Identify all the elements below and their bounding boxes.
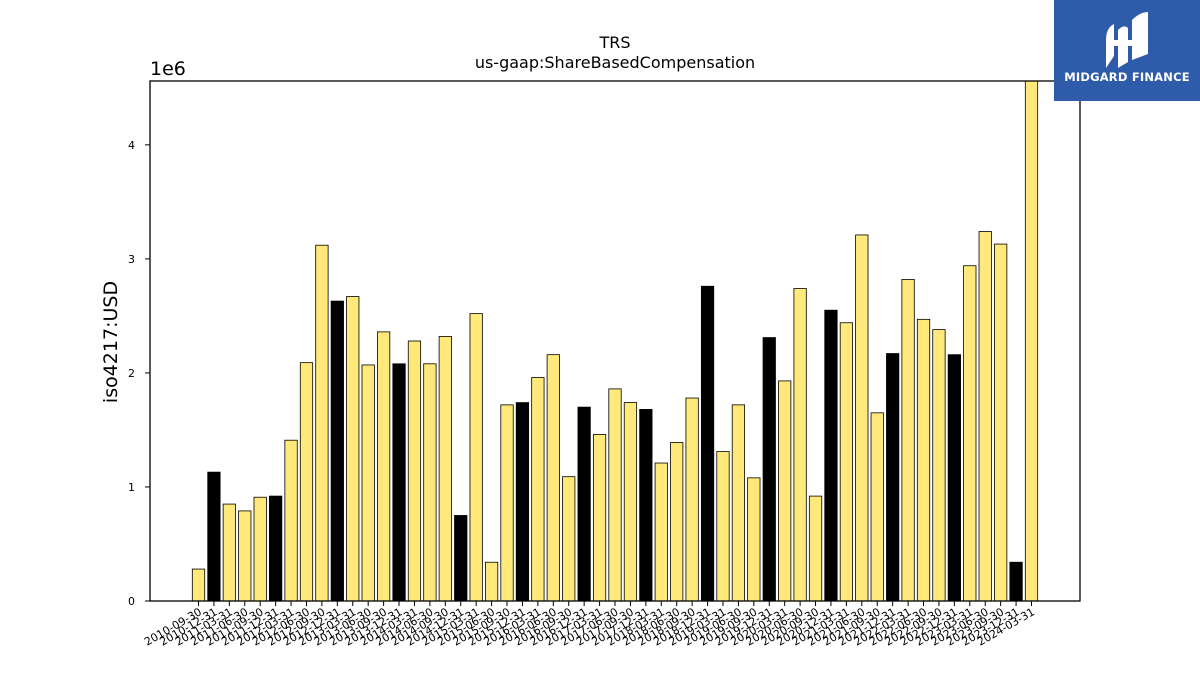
bar-2013-12-31 bbox=[392, 363, 406, 602]
bar-2019-03-31 bbox=[716, 451, 730, 602]
bar-2019-06-30 bbox=[731, 404, 746, 602]
bar-2010-09-30 bbox=[191, 568, 206, 602]
bar-2013-09-30 bbox=[377, 331, 391, 602]
bar-2020-03-31 bbox=[778, 380, 792, 602]
bar-2014-03-31 bbox=[407, 340, 422, 602]
bar-2023-03-31 bbox=[963, 265, 977, 602]
bar-2018-03-31 bbox=[654, 462, 668, 602]
bar-2012-09-30 bbox=[315, 244, 329, 602]
bar-2014-06-30 bbox=[423, 363, 437, 602]
midgard-finance-logo: MIDGARD FINANCE bbox=[1054, 0, 1200, 101]
y-tick-label: 1 bbox=[128, 481, 135, 494]
bar-2022-09-30 bbox=[932, 329, 946, 602]
bar-2021-03-31 bbox=[839, 322, 853, 602]
bar-2021-12-31 bbox=[886, 353, 900, 602]
bar-2011-09-30 bbox=[253, 496, 267, 602]
y-tick-label: 3 bbox=[128, 253, 135, 266]
bar-2017-06-30 bbox=[608, 388, 622, 602]
bar-2014-09-30 bbox=[438, 336, 452, 602]
bar-2016-12-31 bbox=[577, 406, 591, 602]
bar-2015-12-31 bbox=[515, 402, 530, 602]
bar-2010-12-31 bbox=[207, 471, 221, 602]
y-axis-multiplier: 1e6 bbox=[150, 58, 186, 80]
bar-2019-12-31 bbox=[762, 337, 776, 602]
bar-2020-12-31 bbox=[824, 309, 838, 602]
bar-2024-03-31 bbox=[1024, 80, 1039, 602]
bar-2015-03-31 bbox=[469, 313, 483, 602]
bar-2018-12-31 bbox=[700, 285, 715, 602]
bar-2021-06-30 bbox=[855, 234, 869, 602]
y-tick-label: 4 bbox=[128, 139, 135, 152]
bar-2016-09-30 bbox=[562, 476, 576, 602]
bar-2023-12-31 bbox=[1009, 561, 1023, 602]
chart-subtitle: us-gaap:ShareBasedCompensation bbox=[475, 53, 755, 72]
bar-2022-12-31 bbox=[947, 354, 961, 602]
bar-2022-06-30 bbox=[916, 318, 931, 602]
bar-2021-09-30 bbox=[870, 412, 884, 602]
y-tick-label: 2 bbox=[128, 367, 135, 380]
bar-2016-06-30 bbox=[546, 354, 560, 602]
bar-2012-06-30 bbox=[299, 362, 314, 602]
plot-frame bbox=[149, 80, 1081, 602]
bar-2012-03-31 bbox=[284, 439, 298, 602]
midgard-logo-icon bbox=[1106, 12, 1148, 68]
bar-2018-09-30 bbox=[685, 397, 699, 602]
bar-2023-09-30 bbox=[994, 243, 1008, 602]
bar-2011-03-31 bbox=[222, 503, 236, 602]
bar-2014-12-31 bbox=[454, 515, 468, 602]
bar-2011-12-31 bbox=[269, 495, 283, 602]
y-axis: 0 1 2 3 4 bbox=[128, 139, 150, 608]
bar-2012-12-31 bbox=[330, 300, 344, 602]
bar-2019-09-30 bbox=[747, 477, 761, 602]
bar-2013-03-31 bbox=[346, 296, 360, 602]
x-axis: 2010-09-302010-12-312011-03-312011-06-30… bbox=[142, 601, 1037, 649]
bar-2015-09-30 bbox=[500, 404, 514, 602]
y-tick-label: 0 bbox=[128, 595, 135, 608]
bar-2022-03-31 bbox=[901, 279, 915, 602]
y-axis-label: iso4217:USD bbox=[100, 281, 122, 403]
bar-2013-06-30 bbox=[361, 364, 375, 602]
bar-2011-06-30 bbox=[238, 510, 252, 602]
bar-2015-06-30 bbox=[484, 561, 499, 602]
bar-2020-09-30 bbox=[808, 495, 823, 602]
bars-group bbox=[191, 80, 1039, 602]
logo-text: MIDGARD FINANCE bbox=[1064, 70, 1190, 84]
bar-2016-03-31 bbox=[531, 377, 545, 602]
bar-2023-06-30 bbox=[978, 231, 992, 602]
bar-2017-03-31 bbox=[592, 434, 607, 602]
bar-2017-12-31 bbox=[639, 409, 653, 602]
chart-title: TRS bbox=[598, 33, 630, 52]
bar-2018-06-30 bbox=[670, 442, 684, 602]
bar-2020-06-30 bbox=[793, 288, 807, 602]
bar-2017-09-30 bbox=[623, 402, 638, 602]
